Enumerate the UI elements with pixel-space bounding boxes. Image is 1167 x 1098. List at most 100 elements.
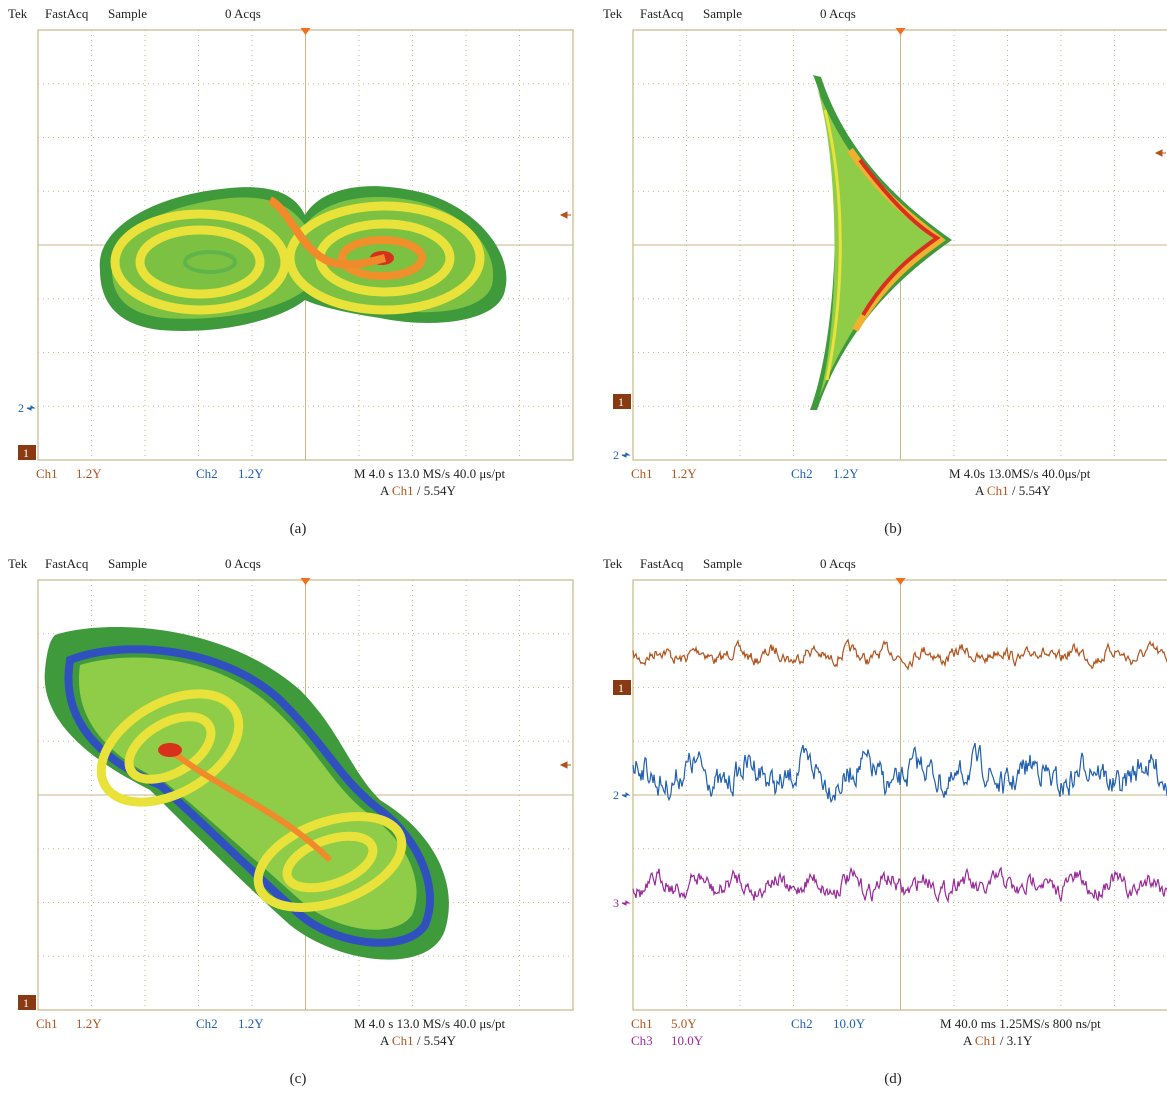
footer-label: Ch1: [631, 466, 653, 481]
footer-label: M 4.0s 13.0MS/s 40.0μs/pt: [949, 466, 1091, 481]
attractor-ring: [96, 689, 244, 807]
trigger-readout: A Ch1 / 3.1Y: [963, 1033, 1033, 1048]
trigger-label: A: [963, 1033, 973, 1048]
caption: (c): [290, 1071, 307, 1087]
caption: (d): [884, 1071, 902, 1087]
attractor-band: [858, 158, 941, 317]
attractor-core: [168, 747, 333, 863]
header-label: FastAcq: [45, 6, 89, 21]
trace: [99, 186, 507, 331]
header-label: FastAcq: [640, 556, 684, 571]
footer-label: Ch2: [791, 1016, 813, 1031]
trace: [44, 627, 449, 960]
trigger-level: / 5.54Y: [1012, 483, 1052, 498]
attractor: [817, 88, 940, 398]
channel-marker-box: [18, 445, 36, 460]
trigger-position: [300, 578, 311, 585]
channel-marker: 2: [613, 448, 619, 462]
trigger-level: / 5.54Y: [417, 1033, 457, 1048]
attractor-ring: [124, 712, 216, 784]
screen: [632, 579, 1167, 1011]
waveform: [632, 638, 1167, 671]
attractor-core: [158, 743, 182, 757]
channel-marker: 3: [613, 896, 619, 910]
header-label: Tek: [8, 6, 28, 21]
channel-marker: 2: [613, 788, 619, 802]
attractor-core: [267, 196, 387, 269]
attractor: [64, 645, 434, 947]
channel-marker: 1: [23, 996, 29, 1010]
trigger-position: [895, 578, 906, 585]
footer-label: Ch2: [196, 1016, 218, 1031]
header-label: 0 Acqs: [820, 556, 856, 571]
attractor-ring: [253, 811, 407, 913]
attractor-ring: [183, 250, 237, 274]
channel-marker-arrow: [26, 405, 36, 411]
trace-shift: [810, 75, 952, 410]
attractor-core: [338, 236, 426, 280]
footer-label: 1.2Y: [76, 1016, 102, 1031]
trigger-level: [559, 211, 571, 219]
trigger-label: A: [975, 483, 985, 498]
attractor-band: [823, 109, 842, 381]
channel-marker: 2: [18, 401, 24, 415]
header-label: Tek: [603, 556, 623, 571]
footer-label: Ch2: [196, 466, 218, 481]
footer-label: Ch1: [36, 466, 58, 481]
header-label: 0 Acqs: [225, 6, 261, 21]
channel-marker-box: [613, 394, 631, 409]
header-label: Sample: [703, 556, 742, 571]
footer-label: Ch3: [631, 1033, 653, 1048]
trigger-level: [1154, 149, 1166, 157]
attractor-ring: [285, 201, 485, 315]
header-label: Sample: [108, 6, 147, 21]
footer-label: Ch2: [791, 466, 813, 481]
channel-marker-arrow: [621, 452, 631, 458]
trigger-channel: Ch1: [392, 1033, 414, 1048]
footer-label: 10.0Y: [671, 1033, 704, 1048]
caption: (a): [290, 521, 307, 537]
trigger-label: A: [380, 483, 390, 498]
footer-label: M 40.0 ms 1.25MS/s 800 ns/pt: [940, 1016, 1101, 1031]
caption: (b): [884, 521, 902, 537]
trigger-position: [300, 28, 311, 35]
trigger-level: / 3.1Y: [1000, 1033, 1033, 1048]
channel-marker: 1: [23, 446, 29, 460]
header-label: Tek: [8, 556, 28, 571]
trigger-readout: A Ch1 / 5.54Y: [380, 483, 456, 498]
header-label: 0 Acqs: [820, 6, 856, 21]
scope-panel: Tek FastAcq Sample 0 Acqs 1 2 3 Ch1 5.0Y Ch2 10.0Y…: [603, 556, 1167, 1087]
footer-label: Ch1: [631, 1016, 653, 1031]
header-label: Sample: [703, 6, 742, 21]
channel-marker: 1: [618, 681, 624, 695]
channel-marker-box: [613, 680, 631, 695]
footer-label: 1.2Y: [76, 466, 102, 481]
scope-panel: Tek FastAcq Sample 0 Acqs 2 1 Ch1 1.2Y Ch2 1.2Y M …: [8, 6, 574, 537]
footer-label: 1.2Y: [833, 466, 859, 481]
trigger-channel: Ch1: [975, 1033, 997, 1048]
scope-panel: Tek FastAcq Sample 0 Acqs 1 2 Ch1 1.2Y Ch2 1.2Y M …: [603, 6, 1167, 537]
header-label: Sample: [108, 556, 147, 571]
footer-label: Ch1: [36, 1016, 58, 1031]
footer-label: 1.2Y: [238, 1016, 264, 1031]
channel-marker-arrow: [621, 900, 631, 906]
channel-marker: 1: [618, 395, 624, 409]
trigger-channel: Ch1: [392, 483, 414, 498]
footer-label: M 4.0 s 13.0 MS/s 40.0 μs/pt: [354, 1016, 505, 1031]
channel-marker-arrow: [621, 792, 631, 798]
scope-panel: Tek FastAcq Sample 0 Acqs 1 Ch1 1.2Y Ch2 1.2Y M 4…: [8, 556, 574, 1087]
attractor-ring: [110, 209, 290, 315]
header-label: FastAcq: [640, 6, 684, 21]
footer-label: 1.2Y: [238, 466, 264, 481]
footer-label: M 4.0 s 13.0 MS/s 40.0 μs/pt: [354, 466, 505, 481]
header-label: FastAcq: [45, 556, 89, 571]
trigger-position: [895, 28, 906, 35]
footer-label: 5.0Y: [671, 1016, 697, 1031]
trace: [810, 75, 952, 410]
trigger-readout: A Ch1 / 5.54Y: [975, 483, 1051, 498]
trigger-level: / 5.54Y: [417, 483, 457, 498]
footer-label: 10.0Y: [833, 1016, 866, 1031]
trigger-level: [559, 761, 571, 769]
trace: [632, 638, 1167, 904]
